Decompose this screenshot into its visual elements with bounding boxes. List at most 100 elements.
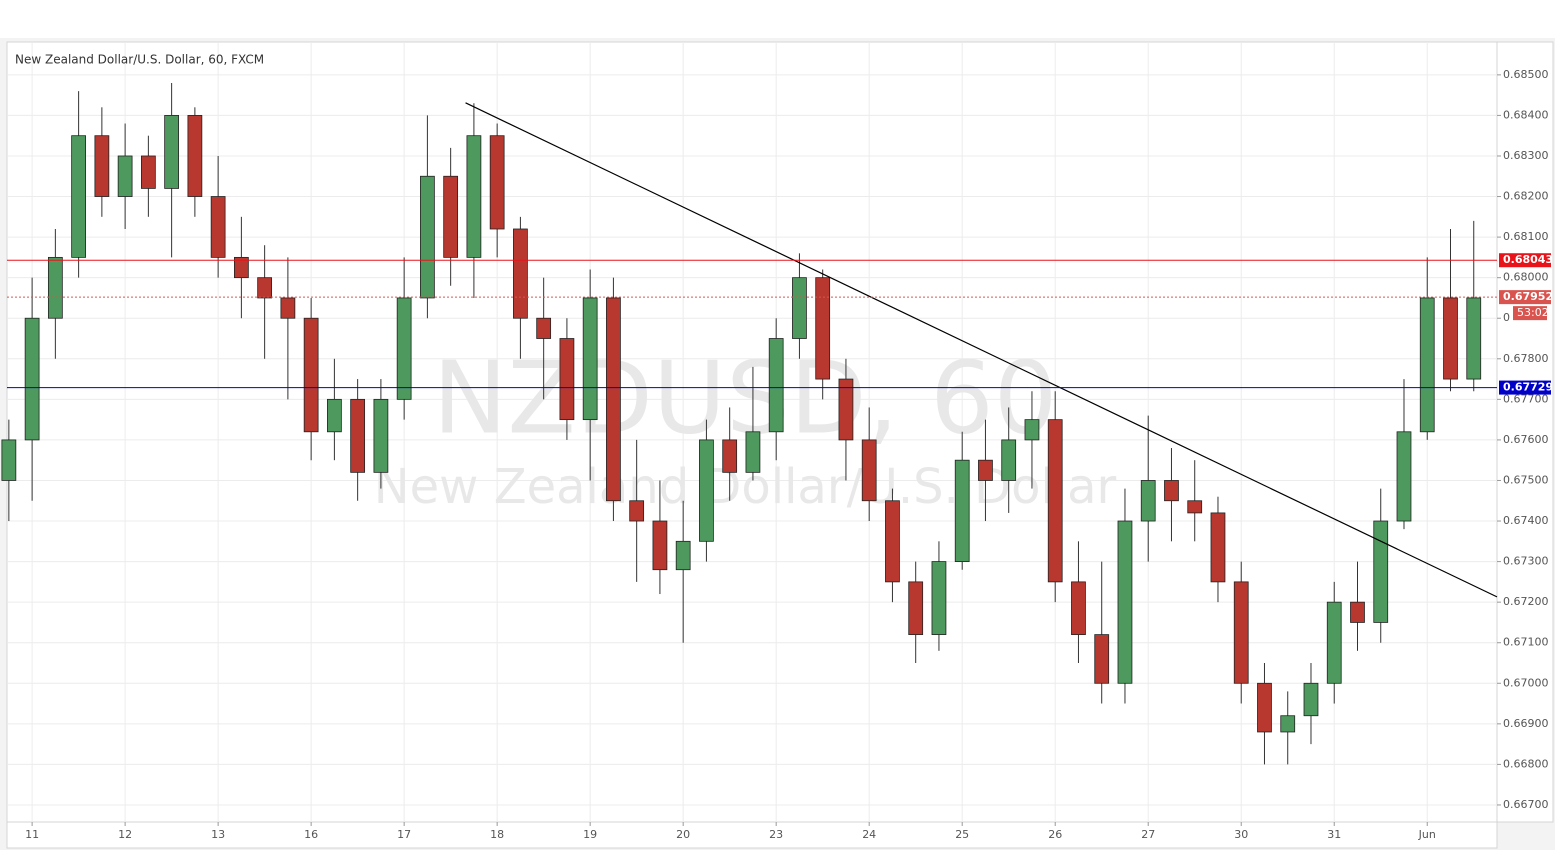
price-label: 0.67952	[1503, 290, 1553, 303]
price-label: 0.67729	[1503, 381, 1553, 394]
candle-body	[140, 155, 156, 189]
candle-body	[1117, 520, 1133, 684]
y-tick-label: 0.68000	[1503, 271, 1549, 284]
candle-body	[629, 500, 645, 522]
candle-body	[1373, 520, 1389, 623]
candle-body	[443, 175, 459, 258]
y-tick-label: 0.68400	[1503, 108, 1549, 121]
candle-body	[1396, 431, 1412, 522]
candle-body	[559, 338, 575, 421]
candle-body	[303, 317, 319, 433]
candle-body	[1, 439, 17, 481]
candle-body	[47, 256, 63, 319]
candle-body	[722, 439, 738, 473]
candle-body	[652, 520, 668, 571]
x-tick-label: 16	[304, 828, 318, 841]
price-label-box	[1499, 380, 1551, 395]
y-tick-label: 0.67600	[1503, 433, 1549, 446]
candle-body	[350, 398, 366, 473]
candle-body	[513, 228, 528, 319]
candle-body	[327, 398, 342, 433]
price-label-box	[1499, 253, 1551, 268]
x-tick-label: 18	[490, 828, 504, 841]
candle-body	[606, 297, 621, 502]
candle-body	[1326, 601, 1342, 684]
candle-body	[1187, 500, 1203, 514]
candle-body	[1350, 601, 1365, 623]
candle-body	[536, 317, 552, 339]
candle-body	[466, 135, 482, 258]
x-tick-label: 25	[955, 828, 969, 841]
candle-body	[675, 540, 691, 571]
y-tick-label: 0.68200	[1503, 190, 1549, 203]
x-tick-label: 23	[769, 828, 783, 841]
candle-body	[1210, 512, 1226, 583]
y-tick-label: 0.68100	[1503, 230, 1549, 243]
x-tick-label: 17	[397, 828, 411, 841]
candle-body	[210, 196, 226, 258]
candle-body	[420, 175, 435, 299]
candle-body	[24, 317, 40, 441]
candle-body	[489, 135, 505, 230]
y-tick-label: 0.67300	[1503, 555, 1549, 568]
candle-body	[978, 459, 993, 481]
candle-body	[234, 256, 249, 279]
x-tick-label: 30	[1234, 828, 1248, 841]
y-tick-label: 0.68500	[1503, 68, 1549, 81]
countdown-box	[1513, 306, 1547, 321]
candle-body	[1233, 581, 1249, 684]
x-tick-label: 27	[1141, 828, 1155, 841]
y-tick-label: 0	[1503, 311, 1510, 324]
candle-body	[1140, 480, 1156, 522]
top-bar	[0, 0, 1555, 38]
candle-body	[187, 115, 203, 197]
candle-body	[699, 439, 714, 542]
candle-body	[861, 439, 877, 502]
time-axis	[6, 821, 1498, 849]
candle-body	[1001, 439, 1017, 481]
grid	[7, 42, 1497, 822]
countdown: 53:02	[1517, 306, 1549, 319]
y-tick-label: 0.66700	[1503, 798, 1549, 811]
candle-body	[745, 431, 761, 473]
price-axis	[1496, 41, 1554, 823]
y-tick-label: 0.66900	[1503, 717, 1549, 730]
candle-body	[1419, 297, 1435, 433]
price-label: 0.68043	[1503, 253, 1553, 266]
candle-body	[280, 297, 296, 319]
candle-body	[117, 155, 133, 197]
y-tick-label: 0.67500	[1503, 473, 1549, 486]
candle-body	[885, 500, 900, 583]
y-tick-label: 0.67800	[1503, 352, 1549, 365]
x-tick-label: 13	[211, 828, 225, 841]
trendline	[465, 102, 1498, 598]
x-tick-label: 12	[118, 828, 132, 841]
candle-body	[1257, 682, 1272, 733]
marks	[1, 82, 1498, 765]
y-tick-label: 0.68300	[1503, 149, 1549, 162]
x-tick-label: 31	[1327, 828, 1341, 841]
candle-body	[1094, 634, 1110, 684]
price-label-box	[1499, 290, 1551, 305]
candle-body	[396, 297, 412, 400]
candle-body	[1071, 581, 1086, 636]
candle-body	[815, 277, 831, 380]
x-tick-label: Jun	[1418, 828, 1436, 841]
y-tick-label: 0.67700	[1503, 392, 1549, 405]
y-tick-label: 0.67000	[1503, 676, 1549, 689]
candle-body	[792, 277, 807, 339]
candle-body	[1443, 297, 1458, 380]
x-tick-label: 24	[862, 828, 876, 841]
candle-body	[768, 338, 784, 433]
candle-body	[838, 378, 854, 441]
candle-body	[908, 581, 924, 636]
candle-body	[1303, 682, 1319, 717]
y-tick-label: 0.66800	[1503, 757, 1549, 770]
x-tick-label: 19	[583, 828, 597, 841]
candle-body	[71, 135, 86, 258]
y-tick-label: 0.67400	[1503, 514, 1549, 527]
candle-body	[373, 398, 389, 473]
candle-body	[954, 459, 970, 562]
